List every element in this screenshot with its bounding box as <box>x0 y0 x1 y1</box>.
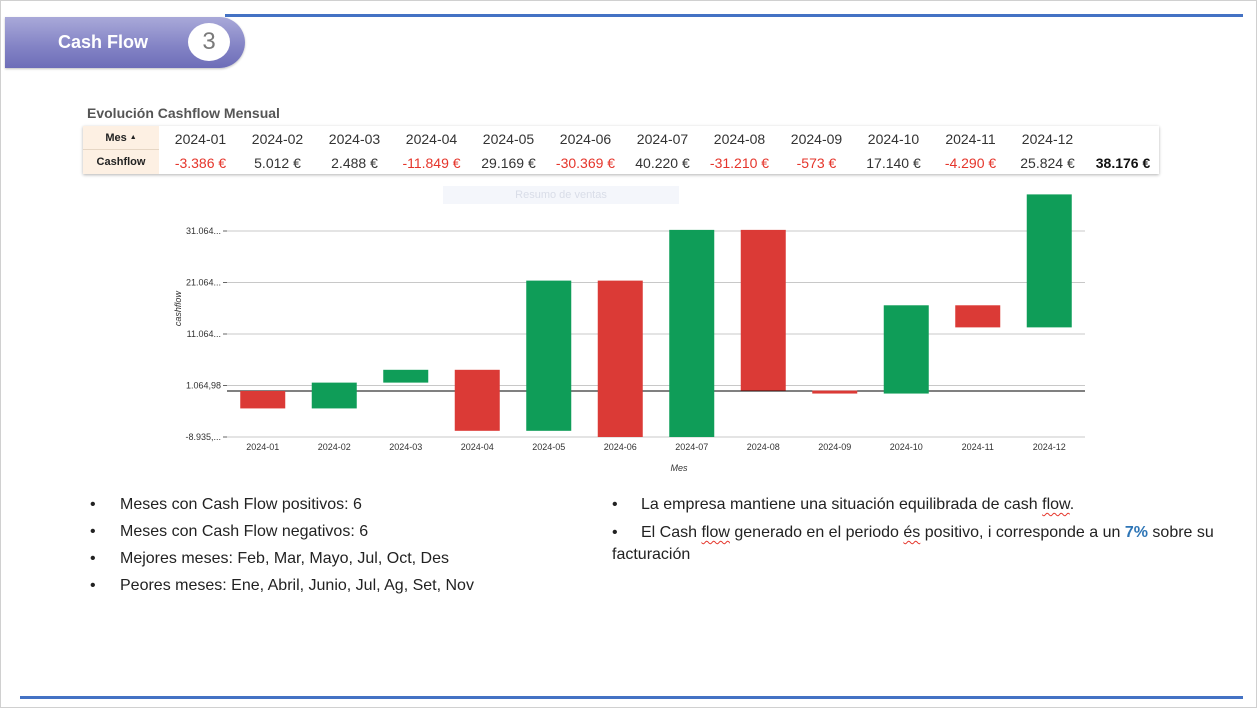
waterfall-bar <box>812 390 858 394</box>
month-header-cell: 2024-03 <box>328 131 381 147</box>
section-tab: Cash Flow 3 <box>5 17 245 68</box>
cashflow-value-cell: 40.220 € <box>635 155 690 171</box>
table-total: 38.176 € <box>1095 155 1151 171</box>
sort-ascending-icon[interactable]: ▲ <box>129 134 137 141</box>
top-rule <box>225 14 1243 17</box>
y-tick-label: -8.935,... <box>185 432 221 442</box>
header-cell-mes[interactable]: Mes ▲ <box>83 126 159 150</box>
waterfall-bar <box>454 369 500 431</box>
cashflow-value-cell: 29.169 € <box>481 155 536 171</box>
cashflow-value-cell: -4.290 € <box>944 155 997 171</box>
x-tick-label: 2024-03 <box>389 442 422 452</box>
spellcheck-flag: flow <box>701 524 730 541</box>
bullet-item: Peores meses: Ene, Abril, Junio, Jul, Ag… <box>90 575 560 597</box>
bullet-text: positivo, i corresponde a un <box>920 524 1125 541</box>
cashflow-value-cell: 5.012 € <box>254 155 301 171</box>
percentage-highlight: 7% <box>1124 524 1148 541</box>
x-tick-label: 2024-05 <box>532 442 565 452</box>
month-header-cell: 2024-12 <box>1021 131 1074 147</box>
bullet-item-positive: • El Cash flow generado en el periodo és … <box>612 522 1222 566</box>
x-tick-label: 2024-08 <box>747 442 780 452</box>
month-header-cell: 2024-04 <box>405 131 458 147</box>
bullet-item: Meses con Cash Flow negativos: 6 <box>90 521 560 543</box>
x-tick-label: 2024-11 <box>962 442 994 452</box>
cashflow-value-cell: -11.849 € <box>402 155 461 171</box>
bullet-item: Meses con Cash Flow positivos: 6 <box>90 494 560 516</box>
bottom-rule <box>20 696 1243 699</box>
bullet-text: sobre su facturación <box>612 524 1214 563</box>
bullet-item: Mejores meses: Feb, Mar, Mayo, Jul, Oct,… <box>90 548 560 570</box>
table-data-row: Cashflow 38.176 € -3.386 € 5.012 € 2.488 €… <box>83 150 1159 174</box>
bullet-text: generado en el periodo <box>729 524 904 541</box>
cashflow-value-cell: 25.824 € <box>1020 155 1075 171</box>
waterfall-bar <box>740 229 786 391</box>
y-tick-label: 11.064... <box>187 329 221 339</box>
y-tick-label: 21.064... <box>186 278 221 288</box>
bullet-text: La empresa mantiene una situación equili… <box>641 496 1043 513</box>
bullet-list-right: • La empresa mantiene una situación equil… <box>612 494 1222 572</box>
waterfall-bar <box>1026 194 1072 328</box>
bullet-dot: • <box>612 524 618 541</box>
bullet-list-left: Meses con Cash Flow positivos: 6 Meses co… <box>90 494 560 602</box>
x-tick-label: 2024-04 <box>461 442 494 452</box>
bullet-item-balance: • La empresa mantiene una situación equil… <box>612 494 1222 516</box>
x-tick-label: 2024-09 <box>818 442 851 452</box>
bullet-dot: • <box>612 496 618 513</box>
spellcheck-flag: és <box>903 524 921 541</box>
bullet-text: . <box>1069 496 1075 513</box>
waterfall-bar <box>383 369 429 383</box>
y-tick-label: 31.064... <box>186 226 221 236</box>
row-label-cashflow: Cashflow <box>83 150 159 174</box>
waterfall-bar <box>597 280 643 437</box>
x-tick-label: 2024-07 <box>675 442 708 452</box>
waterfall-bar <box>240 390 286 409</box>
waterfall-bar <box>883 305 929 394</box>
waterfall-chart: -8.935,... 1.064,98 11.064... 21.064... 31.0… <box>173 194 1085 473</box>
month-header-cell: 2024-05 <box>482 131 535 147</box>
x-tick-label: 2024-06 <box>604 442 637 452</box>
ghost-label: Resumo de ventas <box>443 186 679 204</box>
spellcheck-flag: flow <box>1042 496 1070 513</box>
month-header-cell: 2024-09 <box>790 131 843 147</box>
cashflow-value-cell: -3.386 € <box>174 155 227 171</box>
month-header-cell: 2024-10 <box>867 131 920 147</box>
cashflow-value-cell: 2.488 € <box>331 155 378 171</box>
month-header-cell: 2024-01 <box>174 131 227 147</box>
month-header-cell: 2024-07 <box>636 131 689 147</box>
waterfall-bar <box>526 280 572 431</box>
waterfall-bar <box>955 305 1001 328</box>
bullet-text: El Cash <box>641 524 702 541</box>
month-header-cell: 2024-02 <box>251 131 304 147</box>
y-tick-label: 1.064,98 <box>186 381 221 391</box>
waterfall-bar <box>669 229 715 437</box>
cashflow-value-cell: 17.140 € <box>866 155 921 171</box>
month-header-cell: 2024-11 <box>945 131 996 147</box>
header-label: Mes <box>105 132 127 144</box>
section-number-badge: 3 <box>188 23 230 61</box>
table-title: Evolución Cashflow Mensual <box>87 105 280 121</box>
x-axis-label: Mes <box>670 463 688 473</box>
x-tick-label: 2024-12 <box>1033 442 1066 452</box>
y-axis-label: cashflow <box>173 291 183 327</box>
waterfall-bar <box>311 382 357 409</box>
table-header-row: Mes ▲ 2024-01 2024-02 2024-03 2024-04 2024-05… <box>83 126 1159 150</box>
x-tick-label: 2024-01 <box>246 442 279 452</box>
x-tick-label: 2024-02 <box>318 442 351 452</box>
cashflow-value-cell: -31.210 € <box>709 155 770 171</box>
cashflow-table: Mes ▲ 2024-01 2024-02 2024-03 2024-04 2024-05… <box>83 126 1159 174</box>
cashflow-value-cell: -573 € <box>796 155 837 171</box>
month-header-cell: 2024-08 <box>713 131 766 147</box>
month-header-cell: 2024-06 <box>559 131 612 147</box>
x-tick-label: 2024-10 <box>890 442 923 452</box>
cashflow-value-cell: -30.369 € <box>555 155 616 171</box>
section-title: Cash Flow <box>58 32 149 52</box>
